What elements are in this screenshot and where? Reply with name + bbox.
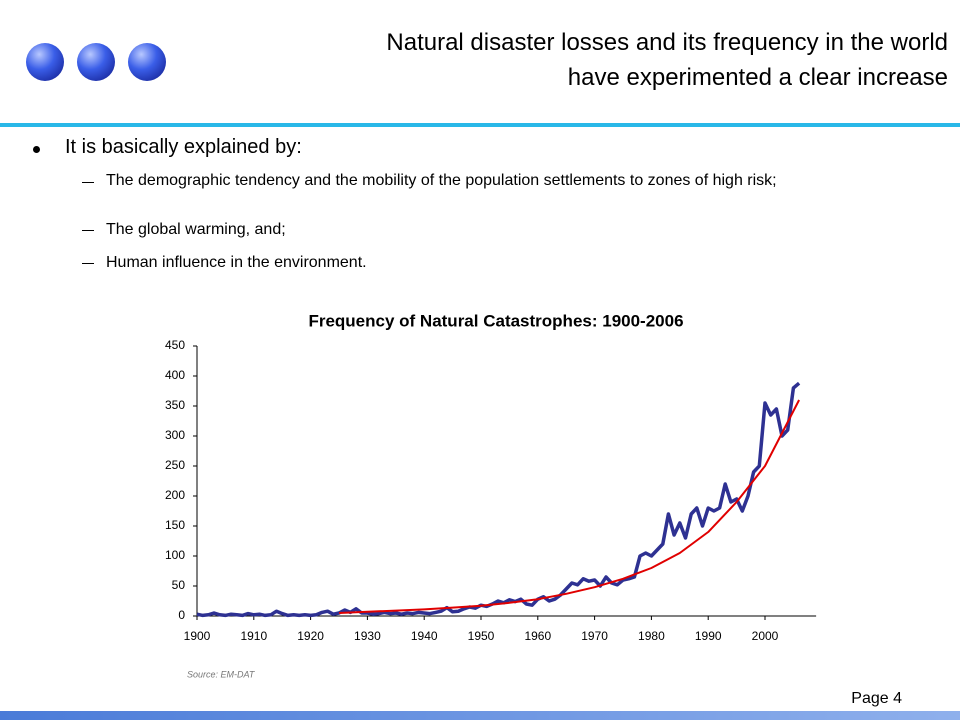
y-tick-label: 300 bbox=[165, 428, 185, 442]
source-note: Source: EM-DAT bbox=[187, 669, 256, 679]
dash-marker bbox=[82, 230, 94, 231]
x-tick-label: 1960 bbox=[524, 629, 551, 643]
y-tick-label: 200 bbox=[165, 488, 185, 502]
y-tick-label: 150 bbox=[165, 518, 185, 532]
ball bbox=[26, 43, 64, 81]
y-tick-label: 400 bbox=[165, 368, 185, 382]
series-line bbox=[338, 399, 800, 614]
title-line: have experimented a clear increase bbox=[567, 64, 948, 91]
bullet-marker bbox=[33, 146, 40, 153]
x-tick-label: 1990 bbox=[695, 629, 722, 643]
page-number: Page 4 bbox=[851, 690, 902, 707]
subbullet: Human influence in the environment. bbox=[106, 254, 367, 271]
dash-marker bbox=[82, 182, 94, 183]
x-tick-label: 1970 bbox=[581, 629, 608, 643]
y-tick-label: 350 bbox=[165, 398, 185, 412]
header-rule bbox=[0, 123, 960, 127]
series-line bbox=[196, 381, 801, 618]
x-tick-label: 1950 bbox=[468, 629, 495, 643]
y-tick-label: 250 bbox=[165, 458, 185, 472]
bullet: It is basically explained by: bbox=[65, 136, 302, 158]
subbullet: The global warming, and; bbox=[106, 221, 286, 238]
y-tick-label: 100 bbox=[165, 548, 185, 562]
y-tick-label: 50 bbox=[172, 578, 186, 592]
x-tick-label: 1920 bbox=[297, 629, 324, 643]
subbullet: The demographic tendency and the mobilit… bbox=[106, 172, 777, 189]
dash-marker bbox=[82, 263, 94, 264]
x-tick-label: 1910 bbox=[240, 629, 267, 643]
x-tick-label: 1980 bbox=[638, 629, 665, 643]
y-tick-label: 0 bbox=[178, 608, 185, 622]
x-tick-label: 2000 bbox=[752, 629, 779, 643]
y-tick-label: 450 bbox=[165, 338, 185, 352]
x-tick-label: 1940 bbox=[411, 629, 438, 643]
x-tick-label: 1930 bbox=[354, 629, 381, 643]
title-line: Natural disaster losses and its frequenc… bbox=[386, 29, 948, 56]
footer-bar bbox=[0, 711, 960, 720]
ball bbox=[128, 43, 166, 81]
chart-title: Frequency of Natural Catastrophes: 1900-… bbox=[308, 311, 683, 330]
x-tick-label: 1900 bbox=[184, 629, 211, 643]
ball bbox=[77, 43, 115, 81]
